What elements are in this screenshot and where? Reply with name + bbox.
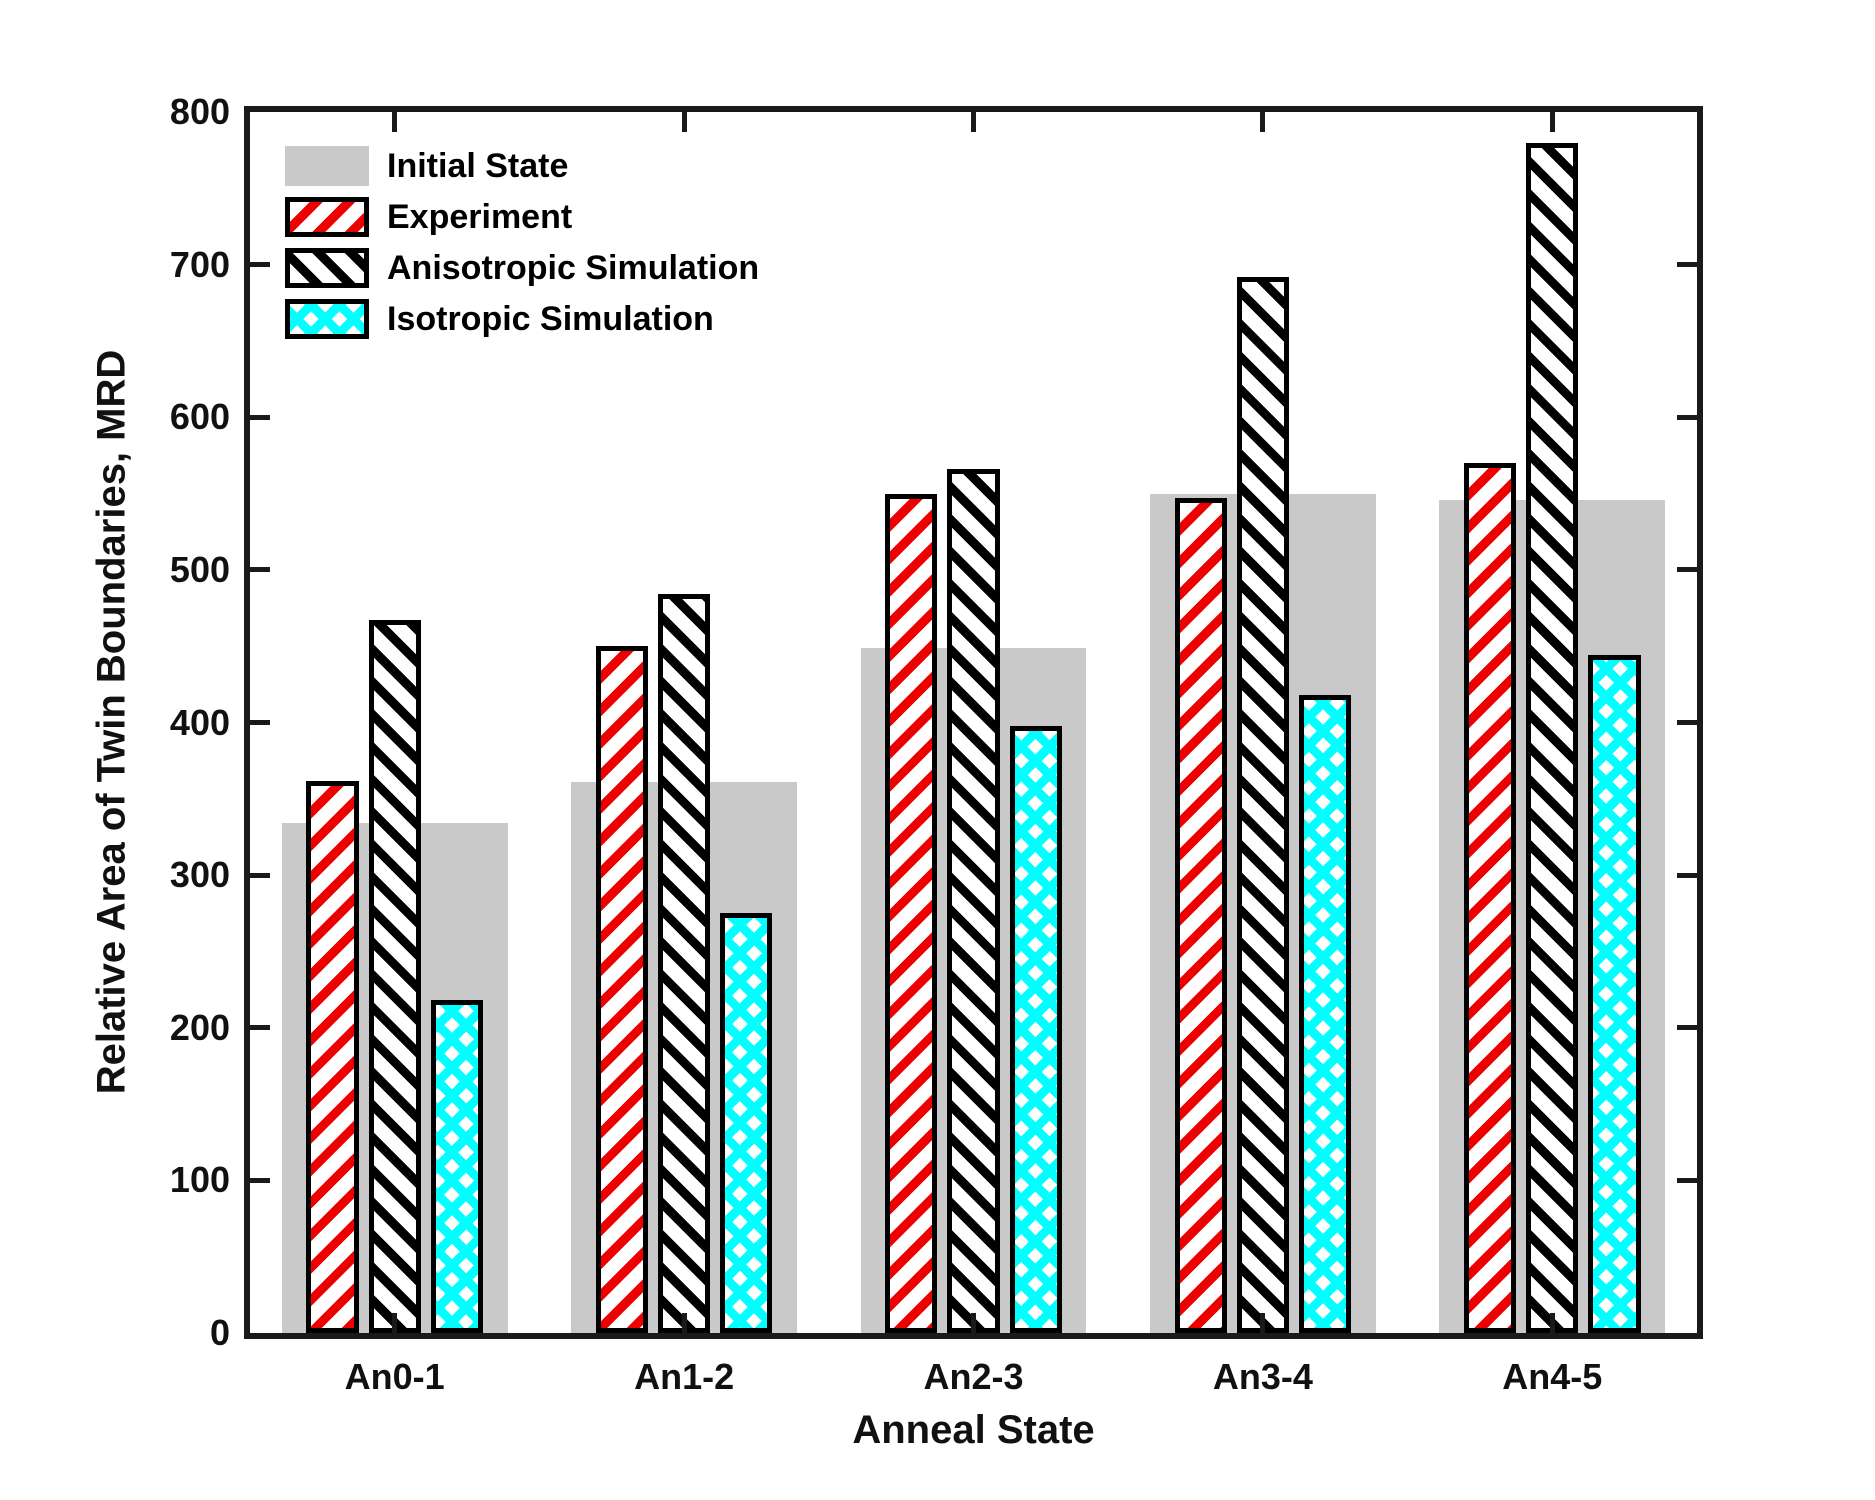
bar-experiment	[1464, 463, 1517, 1333]
bar-isotropic-simulation	[430, 1000, 483, 1333]
legend-swatch-isotropic-simulation-icon	[285, 299, 369, 339]
y-axis-tick-right	[1677, 414, 1697, 420]
bar-anisotropic-simulation	[947, 469, 1000, 1333]
bar-anisotropic-simulation	[368, 620, 421, 1333]
x-axis-tick-bottom	[971, 1313, 976, 1333]
y-axis-tick-left	[250, 262, 270, 268]
legend-swatch-experiment-icon	[285, 197, 369, 237]
legend-swatch-anisotropic-simulation-icon	[285, 248, 369, 288]
y-axis-tick-label: 500	[169, 548, 230, 590]
legend-swatch-initial-state-icon	[285, 146, 369, 186]
x-axis-tick-top	[681, 112, 687, 132]
y-axis-tick-label: 0	[209, 1312, 230, 1353]
y-axis-tick-right	[1677, 872, 1697, 878]
x-axis-tick-bottom	[1549, 1313, 1555, 1333]
y-axis-tick-right	[1677, 1177, 1697, 1183]
plot-area: Initial State Experiment Anisotropic Simul…	[250, 112, 1697, 1333]
y-axis-tick-right	[1677, 262, 1697, 268]
bar-group-an4-5	[1408, 112, 1697, 1333]
y-axis-tick-left	[250, 414, 270, 420]
legend-item-initial-state: Initial State	[285, 146, 759, 186]
x-axis-tick-label: An3-4	[1212, 1356, 1313, 1397]
legend-label: Isotropic Simulation	[387, 300, 714, 338]
x-axis-label: Anneal State	[852, 1408, 1095, 1452]
bar-isotropic-simulation	[720, 913, 773, 1333]
y-axis-tick-left	[250, 1025, 270, 1031]
y-axis-tick-label: 100	[169, 1159, 230, 1201]
y-axis-tick-left	[250, 1177, 270, 1183]
x-axis-tick-top	[1260, 112, 1266, 132]
x-axis-tick-top	[971, 112, 976, 132]
bar-group-an1-2	[539, 112, 828, 1333]
bar-experiment	[1174, 498, 1227, 1333]
bar-group-an2-3	[829, 112, 1118, 1333]
bar-anisotropic-simulation	[658, 594, 711, 1333]
bar-isotropic-simulation	[1299, 695, 1352, 1333]
legend: Initial State Experiment Anisotropic Simul…	[285, 146, 759, 350]
bar-isotropic-simulation	[1009, 725, 1062, 1333]
x-axis-tick-bottom	[1260, 1313, 1266, 1333]
bar-experiment	[885, 493, 938, 1333]
x-axis-tick-label: An4-5	[1502, 1356, 1603, 1397]
y-axis-tick-label: 800	[169, 91, 230, 132]
y-axis-tick-right	[1677, 720, 1697, 725]
y-axis-tick-right	[1677, 1025, 1697, 1031]
x-axis-tick-label: An2-3	[923, 1356, 1024, 1397]
x-axis-tick-top	[1549, 112, 1555, 132]
bar-anisotropic-simulation	[1236, 276, 1289, 1333]
legend-label: Experiment	[387, 198, 573, 236]
y-axis-tick-label: 700	[169, 243, 230, 285]
y-axis-tick-left	[250, 720, 270, 725]
legend-item-experiment: Experiment	[285, 197, 759, 237]
bar-anisotropic-simulation	[1526, 142, 1579, 1333]
x-axis-tick-bottom	[392, 1313, 398, 1333]
bar-experiment	[306, 780, 359, 1333]
y-axis-tick-label: 600	[169, 396, 230, 438]
y-axis-tick-left	[250, 567, 270, 573]
bar-group-an3-4	[1118, 112, 1407, 1333]
bar-experiment	[595, 646, 648, 1333]
y-axis-tick-left	[250, 872, 270, 878]
y-axis-tick-label: 200	[169, 1006, 230, 1048]
bar-group-an0-1	[250, 112, 539, 1333]
x-axis-tick-label: An1-2	[634, 1356, 735, 1397]
legend-label: Anisotropic Simulation	[387, 249, 760, 287]
legend-label: Initial State	[387, 147, 569, 185]
bar-isotropic-simulation	[1588, 655, 1641, 1333]
legend-item-isotropic-simulation: Isotropic Simulation	[285, 299, 759, 339]
y-axis-tick-label: 300	[169, 854, 230, 896]
x-axis-tick-bottom	[681, 1313, 687, 1333]
legend-item-anisotropic-simulation: Anisotropic Simulation	[285, 248, 759, 288]
y-axis-tick-label: 400	[169, 701, 230, 743]
x-axis-tick-top	[392, 112, 398, 132]
x-axis-tick-label: An0-1	[344, 1356, 445, 1397]
y-axis-tick-right	[1677, 567, 1697, 573]
